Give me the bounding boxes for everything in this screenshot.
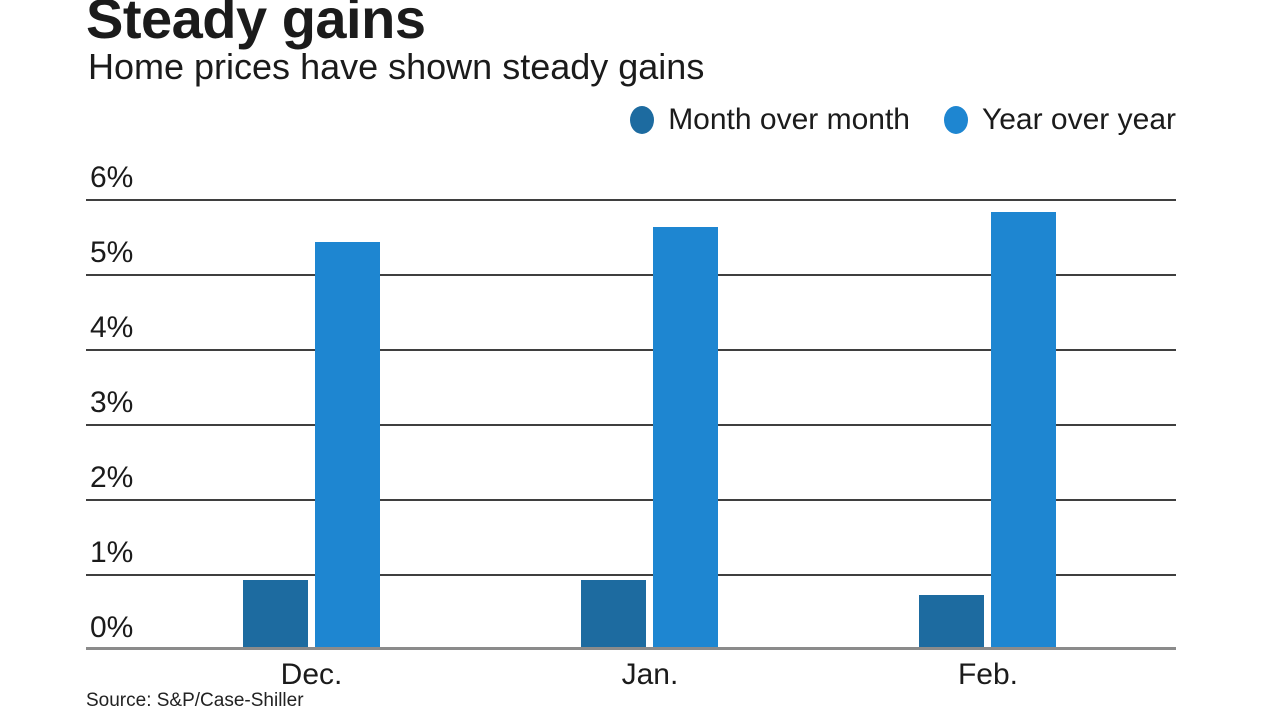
legend-item-month-over-month: Month over month	[630, 103, 910, 137]
bar-month-over-month	[581, 579, 647, 647]
legend-dot-icon	[943, 106, 968, 134]
x-axis-category-label: Dec.	[280, 658, 343, 691]
gridline	[86, 499, 1176, 501]
legend-dot-icon	[630, 106, 655, 134]
bar-year-over-year	[653, 227, 719, 647]
y-axis-tick-label: 2%	[90, 461, 134, 494]
bar-year-over-year	[991, 212, 1057, 647]
y-axis-tick-label: 3%	[90, 386, 134, 419]
y-axis-tick-label: 1%	[90, 536, 134, 569]
gridline	[86, 574, 1176, 576]
x-axis-category-label: Feb.	[957, 658, 1018, 691]
bar-month-over-month	[919, 594, 985, 647]
legend-item-year-over-year: Year over year	[943, 103, 1176, 137]
page-title: Steady gains	[86, 0, 426, 50]
bar-chart: 0% 1% 2% 3% 4% 5% 6% Dec. Jan. Feb.	[86, 162, 1176, 691]
gridline	[86, 424, 1176, 426]
x-axis-category-label: Jan.	[621, 658, 679, 691]
y-axis-tick-label: 4%	[90, 311, 134, 344]
gridline	[86, 274, 1176, 276]
gridline	[86, 199, 1176, 201]
page-subtitle: Home prices have shown steady gains	[88, 46, 705, 87]
y-axis-tick-label: 5%	[90, 236, 134, 269]
y-axis-tick-label: 0%	[90, 611, 134, 644]
gridline	[86, 349, 1176, 351]
chart-legend: Month over month Year over year	[630, 103, 1176, 137]
y-axis-tick-label: 6%	[90, 161, 134, 194]
bar-month-over-month	[243, 579, 309, 647]
bar-year-over-year	[315, 242, 381, 647]
legend-label: Month over month	[668, 103, 910, 136]
x-axis-line	[86, 647, 1176, 650]
source-note: Source: S&P/Case-Shiller	[86, 690, 304, 711]
legend-label: Year over year	[981, 103, 1176, 136]
